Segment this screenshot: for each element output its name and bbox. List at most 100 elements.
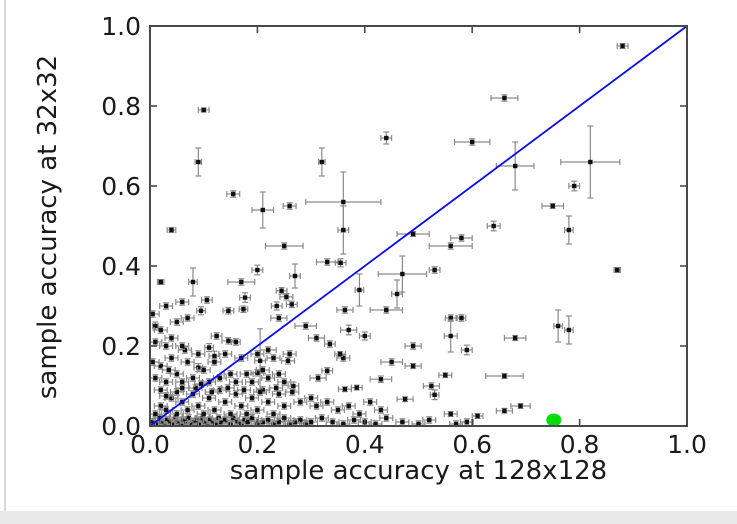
data-point [260,387,265,393]
data-point [234,419,240,425]
data-point [260,367,265,373]
data-point [244,411,249,417]
data-point [367,399,373,405]
data-point [373,421,378,427]
data-point [169,355,174,361]
data-point [169,395,174,401]
data-point [351,417,357,423]
data-point [180,385,185,391]
data-point [491,223,496,229]
data-point [255,370,260,375]
y-tick-label: 0.8 [101,92,141,121]
data-point [163,407,169,413]
data-point [228,371,233,377]
data-point [245,419,250,425]
data-point [287,351,292,357]
data-point [175,419,181,425]
data-point [287,203,292,209]
data-point [276,315,282,321]
data-point [429,383,434,389]
data-point [233,391,239,397]
data-point [226,308,231,313]
data-point [378,407,384,413]
data-point [174,319,180,325]
data-point [195,417,200,423]
data-point [212,353,217,359]
data-point [150,359,155,365]
data-point [196,365,201,370]
data-point [191,419,197,425]
data-point [217,387,223,393]
data-point [150,419,155,425]
data-point [260,419,265,425]
data-point [169,227,174,233]
data-point [163,379,169,385]
data-point [298,417,303,423]
data-point [315,375,321,381]
data-point [588,159,593,165]
page-footer-strip [0,511,737,524]
data-point [158,403,163,409]
data-point [212,407,217,413]
data-point [319,159,325,165]
data-point [448,315,453,321]
data-point [341,421,346,427]
x-axis-label: sample accuracy at 128x128 [229,456,608,486]
data-point [282,243,287,249]
data-point [201,107,206,113]
data-point [196,403,201,409]
data-point [231,415,236,421]
data-point [163,343,169,349]
data-point [233,339,239,345]
y-tick-label: 0.0 [101,412,141,441]
highlight-point [546,413,562,427]
data-point [241,387,247,393]
data-point [448,243,453,249]
data-point [271,421,276,427]
data-point [620,43,625,49]
data-point [196,159,201,165]
data-point [335,407,341,413]
data-point [282,415,287,421]
identity-line [149,25,688,427]
data-point [181,417,186,423]
data-point [239,403,244,409]
data-point [185,359,190,365]
data-point [276,391,282,397]
data-point [292,419,298,425]
data-point [410,343,416,349]
x-tick-label: 0.2 [238,430,278,459]
data-point [459,315,464,321]
y-tick-label: 0.2 [101,332,141,361]
data-point [384,135,389,141]
data-point [225,385,231,391]
data-point [290,389,295,395]
data-point [279,288,284,293]
data-point [341,355,346,361]
data-point [330,419,335,425]
data-point [512,163,518,169]
data-point [265,375,271,381]
data-point [185,315,190,321]
data-point [206,345,212,350]
data-point [257,389,263,395]
x-tick-label: 1.0 [667,430,707,459]
data-point [325,259,330,265]
data-point [338,260,343,265]
data-point [182,347,188,353]
data-point [287,421,292,427]
data-point [384,415,389,421]
data-point [166,367,171,373]
data-point [555,323,561,329]
data-point [169,335,174,341]
data-point [265,417,271,423]
data-point [241,307,246,312]
data-point [158,387,163,393]
data-point [378,377,384,382]
data-point [154,421,159,427]
data-point [341,199,346,205]
y-tick-label: 1.0 [101,12,141,41]
data-point [342,387,348,392]
data-point [410,363,416,369]
data-point [357,411,362,417]
